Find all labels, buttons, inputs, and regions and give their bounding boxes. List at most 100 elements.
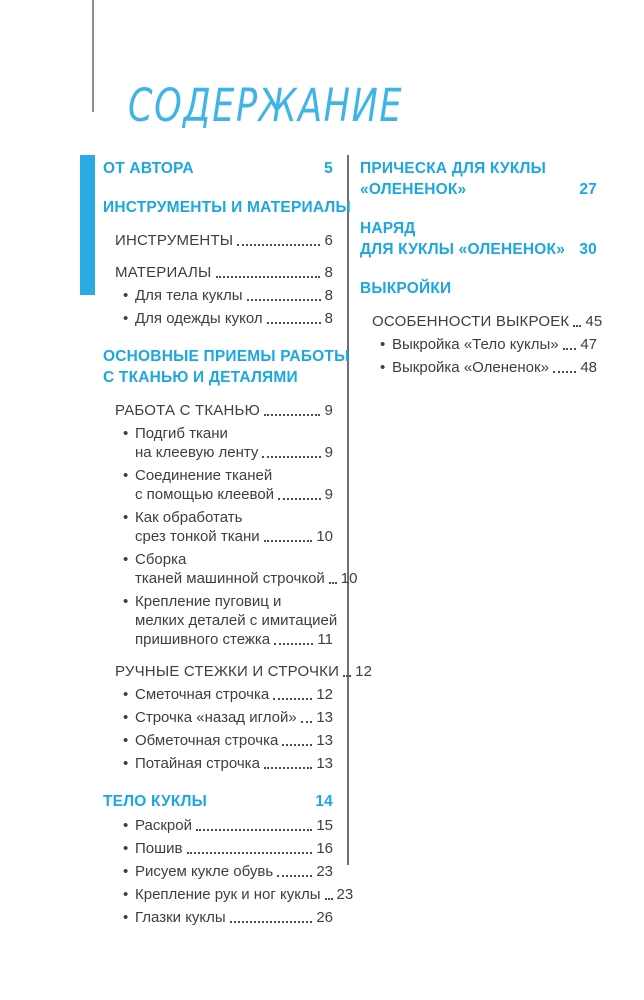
bullet-icon: • xyxy=(123,840,129,857)
page-number: 16 xyxy=(316,840,333,857)
page-number: 13 xyxy=(316,755,333,772)
entry-text: ВЫКРОЙКИ xyxy=(360,280,452,297)
toc-section-heading: НАРЯД ДЛЯ КУКЛЫ «ОЛЕНЕНОК» 30 xyxy=(360,218,597,260)
entry-text: ОТ АВТОРА xyxy=(103,160,194,177)
page-number: 30 xyxy=(579,241,597,258)
entry-text: Раскрой xyxy=(135,817,192,834)
toc-entry: МАТЕРИАЛЫ 8 xyxy=(103,263,333,282)
entry-text: ПРИЧЕСКА ДЛЯ КУКЛЫ xyxy=(360,160,546,177)
dot-leader xyxy=(229,921,313,923)
dot-leader xyxy=(186,852,313,854)
entry-text: мелких деталей с имитацией xyxy=(135,612,338,629)
page-number: 26 xyxy=(316,909,333,926)
page-number: 27 xyxy=(579,181,597,198)
page-number: 8 xyxy=(324,287,333,304)
page-number: 9 xyxy=(324,444,333,461)
toc-entry: • Глазки куклы 26 xyxy=(103,908,333,927)
column-divider xyxy=(347,155,349,865)
page-number: 6 xyxy=(324,232,333,249)
entry-text: на клеевую ленту xyxy=(135,444,259,461)
page-number: 48 xyxy=(580,359,597,376)
toc-entry: • Крепление рук и ног куклы 23 xyxy=(103,885,353,904)
entry-text: Пошив xyxy=(135,840,183,857)
bullet-icon: • xyxy=(123,817,129,834)
toc-section-heading: ОСНОВНЫЕ ПРИЕМЫ РАБОТЫ С ТКАНЬЮ И ДЕТАЛЯМ… xyxy=(103,346,349,388)
entry-text: ДЛЯ КУКЛЫ «ОЛЕНЕНОК» xyxy=(360,241,566,258)
entry-text: ИНСТРУМЕНТЫ xyxy=(115,232,234,249)
toc-entry: • Пошив 16 xyxy=(103,839,333,858)
toc-entry-line: РАБОТА С ТКАНЬЮ 9 xyxy=(103,401,333,420)
toc-column-right: ПРИЧЕСКА ДЛЯ КУКЛЫ «ОЛЕНЕНОК» 27 НАРЯД ДЛЯ К… xyxy=(360,158,602,377)
entry-text: тканей машинной строчкой xyxy=(135,570,325,587)
page-number: 14 xyxy=(315,793,333,810)
dot-leader xyxy=(263,414,321,416)
toc-entry: ОСОБЕННОСТИ ВЫКРОЕК 45 xyxy=(360,312,602,331)
entry-text: РУЧНЫЕ СТЕЖКИ И СТРОЧКИ xyxy=(115,663,340,680)
toc-entry: • Для одежды кукол 8 xyxy=(103,309,333,328)
toc-entry: • Сметочная строчка 12 xyxy=(103,685,333,704)
page-number: 10 xyxy=(340,570,358,587)
dot-leader xyxy=(300,721,313,723)
toc-entry-line: МАТЕРИАЛЫ 8 xyxy=(103,263,333,282)
toc-column-left: ОТ АВТОРА 5 ИНСТРУМЕНТЫ И МАТЕРИАЛЫ ИНСТРУМ… xyxy=(103,158,372,927)
toc-entry-line: ОСОБЕННОСТИ ВЫКРОЕК 45 xyxy=(360,312,602,331)
toc-entry-line: • Строчка «назад иглой» 13 xyxy=(103,708,333,727)
entry-text: ИНСТРУМЕНТЫ И МАТЕРИАЛЫ xyxy=(103,199,351,216)
toc-entry: • Раскрой 15 xyxy=(103,816,333,835)
toc-entry: • Как обработать срез тонкой ткани 10 xyxy=(103,508,333,546)
dot-leader xyxy=(552,371,577,373)
page-number: 45 xyxy=(585,313,603,330)
toc-entry-line: • Потайная строчка 13 xyxy=(103,754,333,773)
entry-text: с помощью клеевой xyxy=(135,486,275,503)
toc-entry-line: • Как обработать xyxy=(103,508,333,527)
entry-text: Сборка xyxy=(135,551,187,568)
page-number: 12 xyxy=(355,663,373,680)
toc-entry-line: С ТКАНЬЮ И ДЕТАЛЯМИ xyxy=(103,367,333,388)
toc-entry-line: РУЧНЫЕ СТЕЖКИ И СТРОЧКИ 12 xyxy=(103,662,372,681)
bullet-icon: • xyxy=(123,551,129,568)
dot-leader xyxy=(237,244,321,246)
toc-entry-line: • Сметочная строчка 12 xyxy=(103,685,333,704)
entry-text: Для одежды кукол xyxy=(135,310,263,327)
entry-text: «ОЛЕНЕНОК» xyxy=(360,181,467,198)
entry-text: Как обработать xyxy=(135,509,243,526)
dot-leader xyxy=(278,498,321,500)
toc-entry: • Строчка «назад иглой» 13 xyxy=(103,708,333,727)
toc-entry-line: «ОЛЕНЕНОК» 27 xyxy=(360,179,597,200)
toc-entry-line: ОСНОВНЫЕ ПРИЕМЫ РАБОТЫ xyxy=(103,346,349,367)
entry-text: Крепление рук и ног куклы xyxy=(135,886,321,903)
toc-entry: • Выкройка «Олененок» 48 xyxy=(360,358,597,377)
dot-leader xyxy=(263,540,313,542)
page-number: 8 xyxy=(324,264,333,281)
page-number: 9 xyxy=(324,486,333,503)
dot-leader xyxy=(215,276,321,278)
toc-entry-line: на клеевую ленту 9 xyxy=(103,443,333,462)
page-number: 8 xyxy=(324,310,333,327)
toc-entry: • Выкройка «Тело куклы» 47 xyxy=(360,335,597,354)
bullet-icon: • xyxy=(123,886,129,903)
page-number: 13 xyxy=(316,709,333,726)
entry-text: Для тела куклы xyxy=(135,287,243,304)
dot-leader xyxy=(263,767,313,769)
toc-entry-line: • Раскрой 15 xyxy=(103,816,333,835)
toc-entry: РУЧНЫЕ СТЕЖКИ И СТРОЧКИ 12 xyxy=(103,662,372,681)
toc-entry: • Рисуем кукле обувь 23 xyxy=(103,862,333,881)
bullet-icon: • xyxy=(123,732,129,749)
entry-text: Сметочная строчка xyxy=(135,686,270,703)
entry-text: ОСНОВНЫЕ ПРИЕМЫ РАБОТЫ xyxy=(103,348,350,365)
page-title: СОДЕРЖАНИЕ xyxy=(128,79,404,132)
left-accent-bar xyxy=(80,155,95,295)
toc-entry-line: • Пошив 16 xyxy=(103,839,333,858)
toc-section-heading: ИНСТРУМЕНТЫ И МАТЕРИАЛЫ xyxy=(103,197,351,218)
toc-entry-line: ИНСТРУМЕНТЫ И МАТЕРИАЛЫ xyxy=(103,197,351,218)
toc-entry-line: • Для одежды кукол 8 xyxy=(103,309,333,328)
entry-text: С ТКАНЬЮ И ДЕТАЛЯМИ xyxy=(103,369,298,386)
dot-leader xyxy=(562,348,577,350)
entry-text: Выкройка «Тело куклы» xyxy=(392,336,559,353)
top-left-rule xyxy=(92,0,94,112)
toc-entry-line: • Крепление рук и ног куклы 23 xyxy=(103,885,353,904)
dot-leader xyxy=(343,675,352,677)
dot-leader xyxy=(274,643,314,645)
entry-text: Строчка «назад иглой» xyxy=(135,709,297,726)
toc-entry-line: ВЫКРОЙКИ xyxy=(360,278,597,299)
